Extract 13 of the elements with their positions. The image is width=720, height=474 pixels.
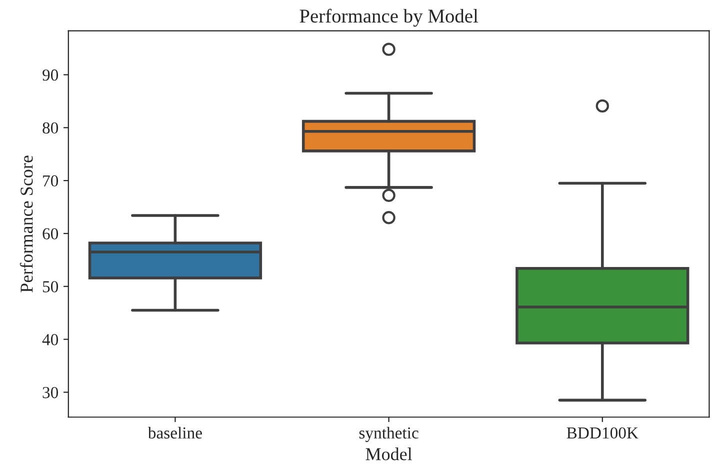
x-tick-label: baseline: [148, 426, 202, 439]
y-tick-label: 30: [42, 386, 58, 398]
y-tick-label: 50: [42, 281, 58, 292]
y-tick-label: 80: [42, 122, 58, 134]
x-axis-title: Model: [366, 448, 412, 460]
y-tick-label: 70: [43, 175, 58, 187]
y-axis-title: Performance Score: [20, 156, 33, 292]
y-tick-label: 40: [42, 334, 58, 346]
y-tick-label: 90: [42, 69, 58, 81]
y-tick-label: 60: [42, 228, 58, 240]
x-tick-label: BDD100K: [566, 427, 638, 439]
x-tick-label: synthetic: [359, 426, 418, 442]
chart-title: Performance by Model: [300, 8, 478, 27]
